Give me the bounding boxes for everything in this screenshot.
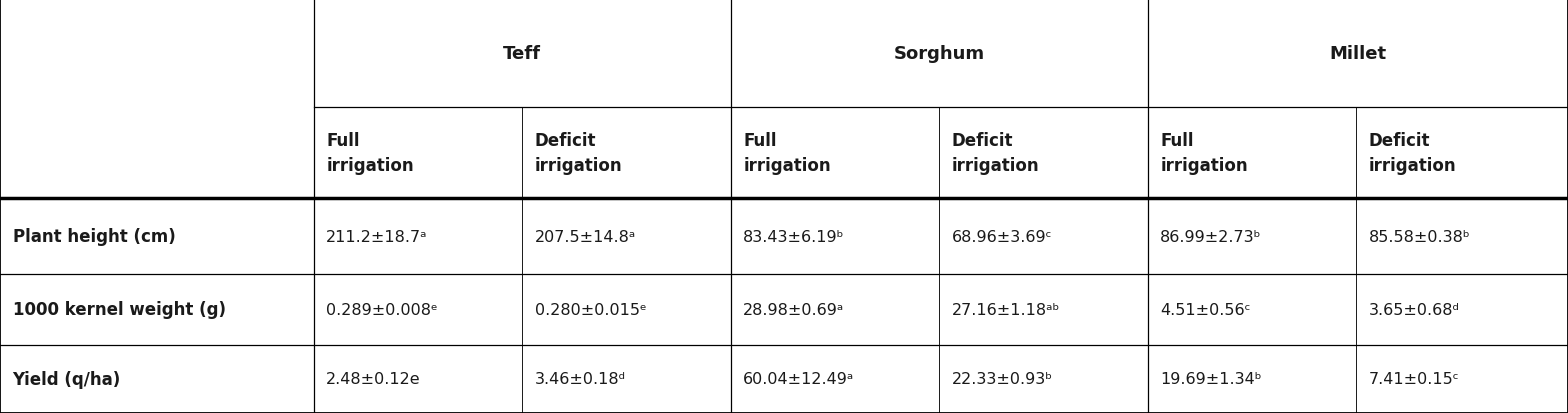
Text: 0.280±0.015ᵉ: 0.280±0.015ᵉ [535,302,646,317]
Text: 22.33±0.93ᵇ: 22.33±0.93ᵇ [952,371,1052,387]
Text: 2.48±0.12e: 2.48±0.12e [326,371,420,387]
Text: 4.51±0.56ᶜ: 4.51±0.56ᶜ [1160,302,1251,317]
Text: 60.04±12.49ᵃ: 60.04±12.49ᵃ [743,371,855,387]
Text: Yield (q/ha): Yield (q/ha) [13,370,121,388]
Text: 207.5±14.8ᵃ: 207.5±14.8ᵃ [535,229,637,244]
Text: 1000 kernel weight (g): 1000 kernel weight (g) [13,301,226,319]
Text: 68.96±3.69ᶜ: 68.96±3.69ᶜ [952,229,1052,244]
Text: 28.98±0.69ᵃ: 28.98±0.69ᵃ [743,302,845,317]
Text: 3.65±0.68ᵈ: 3.65±0.68ᵈ [1369,302,1460,317]
Text: Sorghum: Sorghum [894,45,985,63]
Text: 83.43±6.19ᵇ: 83.43±6.19ᵇ [743,229,845,244]
Text: 86.99±2.73ᵇ: 86.99±2.73ᵇ [1160,229,1262,244]
Text: 27.16±1.18ᵃᵇ: 27.16±1.18ᵃᵇ [952,302,1060,317]
Text: 7.41±0.15ᶜ: 7.41±0.15ᶜ [1369,371,1460,387]
Text: Teff: Teff [503,45,541,63]
Text: Full
irrigation: Full irrigation [743,131,831,174]
Text: 85.58±0.38ᵇ: 85.58±0.38ᵇ [1369,229,1471,244]
Text: 0.289±0.008ᵉ: 0.289±0.008ᵉ [326,302,437,317]
Text: Full
irrigation: Full irrigation [1160,131,1248,174]
Text: Full
irrigation: Full irrigation [326,131,414,174]
Text: Deficit
irrigation: Deficit irrigation [952,131,1040,174]
Text: Deficit
irrigation: Deficit irrigation [535,131,622,174]
Text: 211.2±18.7ᵃ: 211.2±18.7ᵃ [326,229,428,244]
Text: Millet: Millet [1330,45,1386,63]
Text: 3.46±0.18ᵈ: 3.46±0.18ᵈ [535,371,626,387]
Text: Plant height (cm): Plant height (cm) [13,228,176,245]
Text: Deficit
irrigation: Deficit irrigation [1369,131,1457,174]
Text: 19.69±1.34ᵇ: 19.69±1.34ᵇ [1160,371,1262,387]
